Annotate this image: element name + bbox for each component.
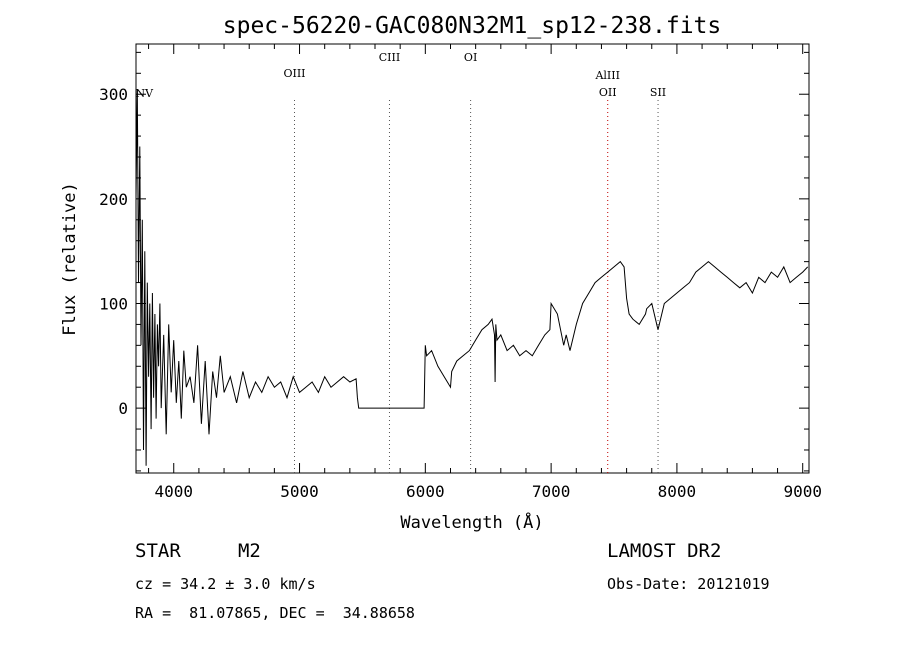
x-tick-label: 5000 <box>280 482 319 501</box>
y-tick-label: 300 <box>99 85 128 104</box>
y-tick-label: 100 <box>99 294 128 313</box>
spectral-line-label: CIII <box>379 51 400 64</box>
x-tick-label: 4000 <box>154 482 193 501</box>
spectral-line-label: OII <box>599 86 617 99</box>
spectral-line-label: AlIII <box>594 69 620 82</box>
x-tick-label: 9000 <box>783 482 822 501</box>
spectral-line-label: NV <box>135 87 154 100</box>
object-class: STAR M2 <box>135 540 261 562</box>
spectrum-chart: spec-56220-GAC080N32M1_sp12-238.fits 400… <box>60 13 822 533</box>
x-tick-label: 7000 <box>532 482 571 501</box>
coordinates: RA = 81.07865, DEC = 34.88658 <box>135 604 415 622</box>
y-axis: 0 100 200 300 <box>99 51 809 472</box>
spectral-line-label: OI <box>464 51 477 64</box>
y-tick-label: 200 <box>99 190 128 209</box>
y-axis-label: Flux (relative) <box>60 182 80 336</box>
spectral-line-markers: NV OIII CIII OI AlIII OII SII <box>135 51 666 473</box>
x-tick-label: 8000 <box>658 482 697 501</box>
spectral-line-label: OIII <box>283 67 305 80</box>
spectral-line-label: SII <box>650 86 666 99</box>
survey-name: LAMOST DR2 <box>607 540 722 562</box>
x-axis: 4000 5000 6000 7000 8000 9000 <box>148 44 822 501</box>
chart-title: spec-56220-GAC080N32M1_sp12-238.fits <box>223 13 722 39</box>
x-tick-label: 6000 <box>406 482 445 501</box>
x-axis-label: Wavelength (Å) <box>400 511 543 533</box>
spectrum-series-line <box>135 88 809 466</box>
plot-frame <box>135 43 810 474</box>
redshift-velocity: cz = 34.2 ± 3.0 km/s <box>135 575 316 593</box>
observation-date: Obs-Date: 20121019 <box>607 575 770 593</box>
y-tick-label: 0 <box>118 399 128 418</box>
